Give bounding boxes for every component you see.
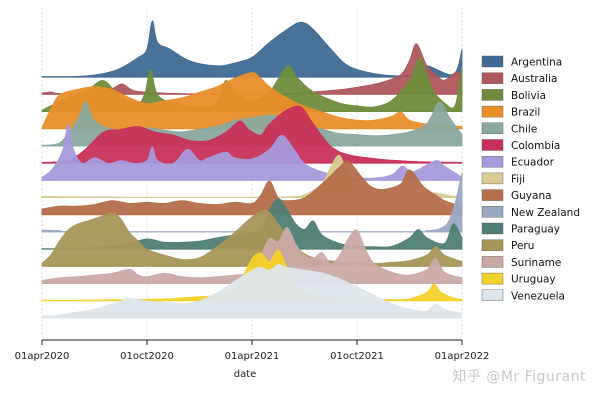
legend-label: Brazil <box>511 107 540 119</box>
legend-label: Suriname <box>511 257 561 269</box>
legend-label: Australia <box>511 73 557 85</box>
x-tick-label: 01apr2022 <box>435 351 490 362</box>
legend-label: Fiji <box>511 173 525 185</box>
legend-label: Bolivia <box>511 90 546 102</box>
x-axis-ticks: 01apr2020 01oct2020 01apr2021 01oct2021 01ap… <box>15 340 490 362</box>
legend-label: Peru <box>511 240 534 252</box>
legend-label: Paraguay <box>511 224 560 236</box>
legend-swatch <box>481 155 504 168</box>
legend-swatch <box>481 139 504 151</box>
x-tick-label: 01oct2021 <box>330 351 384 362</box>
x-tick-label: 01apr2021 <box>225 351 280 362</box>
ridge-colombia <box>41 105 463 164</box>
legend-label: New Zealand <box>511 207 580 219</box>
legend-swatch <box>481 206 504 218</box>
ridge-suriname <box>41 227 463 284</box>
legend-swatch <box>481 272 504 285</box>
legend-swatch <box>481 256 504 268</box>
legend-label: Uruguay <box>511 274 556 286</box>
x-tick-label: 01apr2020 <box>15 351 70 362</box>
legend-swatch <box>481 239 504 251</box>
legend-label: Argentina <box>511 57 562 69</box>
legend-swatch <box>481 172 504 185</box>
watermark: 知乎 @Mr Figurant <box>452 369 586 385</box>
ridges <box>41 20 463 319</box>
legend-swatch <box>481 122 504 135</box>
legend-swatch <box>481 89 504 101</box>
x-axis-title: date <box>234 369 257 380</box>
legend-swatch <box>481 189 504 201</box>
legend-label: Venezuela <box>511 290 565 302</box>
ridge-venezuela <box>41 264 463 319</box>
legend-swatch <box>481 72 504 84</box>
legend-label: Chile <box>511 123 537 135</box>
ridge-peru <box>41 209 463 267</box>
ridge-brazil <box>41 72 463 129</box>
ridge-guyana <box>41 160 463 215</box>
ridge-ecuador <box>41 123 463 181</box>
legend-swatch <box>481 222 504 235</box>
legend-label: Colombia <box>511 140 560 152</box>
legend-swatch <box>481 105 504 118</box>
legend-swatch <box>481 289 504 301</box>
legend: Argentina Australia Bolivia Brazil Chile Colo… <box>481 55 580 302</box>
legend-label: Guyana <box>511 190 552 202</box>
x-tick-label: 01oct2020 <box>120 351 174 362</box>
legend-swatch <box>481 55 504 68</box>
legend-label: Ecuador <box>511 157 555 169</box>
